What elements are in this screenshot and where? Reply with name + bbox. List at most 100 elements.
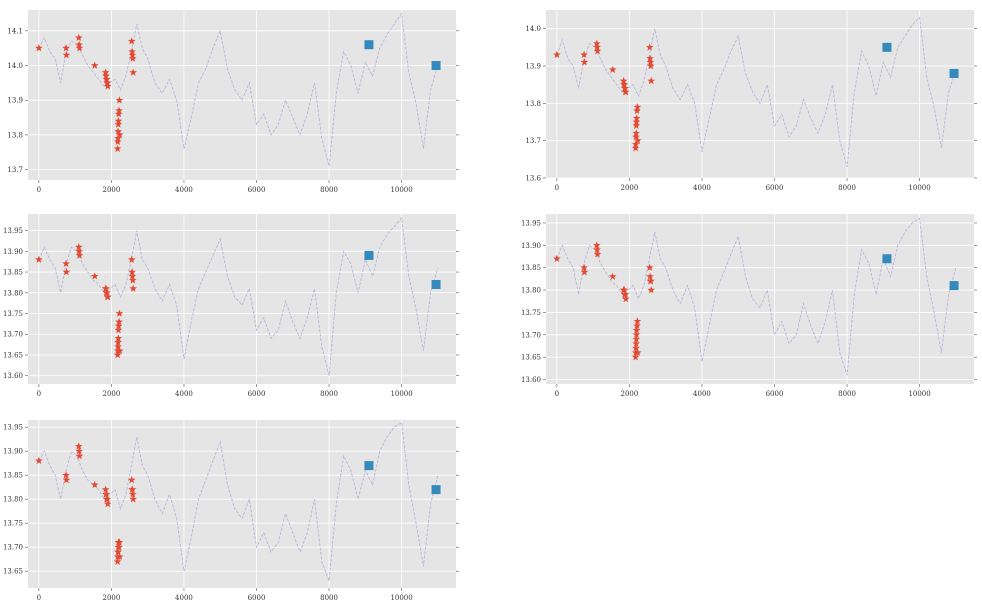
y-tick-label: 13.60 bbox=[3, 372, 23, 380]
y-tick-label: 14.0 bbox=[7, 62, 23, 70]
star-marker bbox=[114, 321, 123, 330]
x-tick-label: 2000 bbox=[621, 390, 639, 398]
star-marker bbox=[633, 103, 642, 111]
star-marker bbox=[114, 134, 122, 142]
plot-area bbox=[546, 214, 974, 384]
star-marker bbox=[62, 471, 70, 479]
star-marker bbox=[90, 480, 99, 489]
star-marker bbox=[62, 259, 70, 267]
x-tick-label: 0 bbox=[555, 184, 559, 192]
star-marker bbox=[580, 50, 588, 59]
chart-panel-5: 0 2000 4000 6000 8000 10000 13.65 13.70 13.75 13.… bbox=[3, 420, 459, 602]
star-marker bbox=[646, 58, 655, 66]
star-marker bbox=[75, 251, 84, 259]
square-marker bbox=[882, 254, 892, 264]
x-tick-label: 10000 bbox=[908, 184, 930, 192]
y-tick-label: 13.75 bbox=[521, 309, 541, 317]
square-marker bbox=[364, 40, 374, 50]
x-tick-label: 0 bbox=[555, 390, 559, 398]
x-tick-label: 0 bbox=[37, 186, 41, 194]
star-marker bbox=[128, 47, 136, 55]
x-tick-label: 2000 bbox=[103, 186, 121, 194]
star-marker bbox=[90, 61, 99, 69]
y-tick-label: 13.90 bbox=[3, 448, 23, 456]
x-tick-label: 8000 bbox=[838, 390, 856, 398]
star-marker bbox=[129, 284, 137, 292]
star-marker bbox=[632, 344, 640, 352]
x-tick-label: 8000 bbox=[320, 594, 338, 602]
y-tick-label: 13.85 bbox=[3, 269, 23, 277]
star-marker bbox=[102, 284, 110, 292]
star-marker bbox=[35, 456, 43, 465]
star-marker bbox=[608, 65, 617, 73]
star-marker bbox=[632, 326, 641, 334]
y-tick-label: 14.1 bbox=[7, 27, 23, 35]
star-marker bbox=[115, 309, 124, 317]
star-marker bbox=[633, 106, 641, 115]
star-marker bbox=[592, 241, 601, 249]
star-marker bbox=[103, 288, 111, 297]
x-tick-label: 8000 bbox=[838, 184, 856, 192]
star-marker bbox=[632, 129, 640, 137]
star-marker bbox=[102, 490, 111, 498]
star-marker bbox=[115, 96, 124, 104]
star-marker bbox=[553, 254, 561, 262]
y-tick-label: 13.7 bbox=[7, 166, 23, 174]
star-marker bbox=[101, 485, 110, 493]
star-marker bbox=[129, 495, 137, 503]
star-marker bbox=[115, 130, 124, 139]
star-marker bbox=[103, 78, 112, 87]
star-marker bbox=[75, 447, 83, 455]
star-marker bbox=[103, 292, 112, 301]
x-tick-label: 4000 bbox=[693, 184, 711, 192]
x-tick-label: 4000 bbox=[175, 186, 193, 194]
star-marker bbox=[90, 272, 99, 280]
x-tick-label: 0 bbox=[37, 390, 41, 398]
x-tick-label: 2000 bbox=[103, 594, 121, 602]
star-marker bbox=[632, 335, 641, 343]
star-marker bbox=[102, 75, 111, 83]
y-tick-label: 13.70 bbox=[521, 331, 541, 339]
y-tick-label: 13.9 bbox=[525, 63, 541, 71]
y-tick-label: 13.90 bbox=[3, 248, 23, 256]
x-tick-label: 10000 bbox=[390, 186, 412, 194]
star-marker bbox=[128, 51, 137, 59]
plot-area bbox=[28, 420, 456, 588]
y-tick-label: 13.75 bbox=[3, 520, 23, 528]
star-marker bbox=[633, 321, 641, 330]
star-marker bbox=[127, 255, 136, 263]
star-marker bbox=[114, 110, 123, 118]
y-tick-label: 13.85 bbox=[3, 472, 23, 480]
star-marker bbox=[35, 255, 43, 263]
star-marker bbox=[647, 286, 655, 294]
star-marker bbox=[621, 88, 630, 96]
star-marker bbox=[593, 43, 601, 51]
y-tick-label: 13.95 bbox=[3, 424, 23, 432]
plot-area bbox=[28, 10, 456, 180]
star-marker bbox=[129, 490, 137, 498]
square-marker bbox=[431, 61, 441, 71]
y-tick-label: 13.65 bbox=[521, 354, 541, 362]
star-marker bbox=[632, 132, 640, 141]
star-marker bbox=[646, 272, 654, 280]
y-tick-label: 13.60 bbox=[521, 376, 541, 384]
chart-panel-3: 0 2000 4000 6000 8000 10000 13.60 13.65 13.70 13.… bbox=[3, 214, 459, 398]
star-marker bbox=[35, 44, 43, 52]
star-marker bbox=[115, 543, 123, 551]
y-tick-label: 13.65 bbox=[3, 568, 23, 576]
x-tick-label: 2000 bbox=[621, 184, 639, 192]
star-marker bbox=[114, 338, 122, 346]
square-marker bbox=[882, 42, 892, 52]
square-marker bbox=[364, 250, 374, 260]
star-marker bbox=[633, 348, 642, 356]
star-marker bbox=[129, 276, 137, 284]
y-tick-label: 13.85 bbox=[521, 264, 541, 272]
star-marker bbox=[632, 121, 641, 129]
star-marker bbox=[103, 82, 112, 90]
star-marker bbox=[127, 37, 136, 45]
plot-area bbox=[28, 214, 456, 384]
star-marker bbox=[127, 476, 136, 484]
star-marker bbox=[75, 247, 83, 255]
star-marker bbox=[645, 43, 654, 51]
